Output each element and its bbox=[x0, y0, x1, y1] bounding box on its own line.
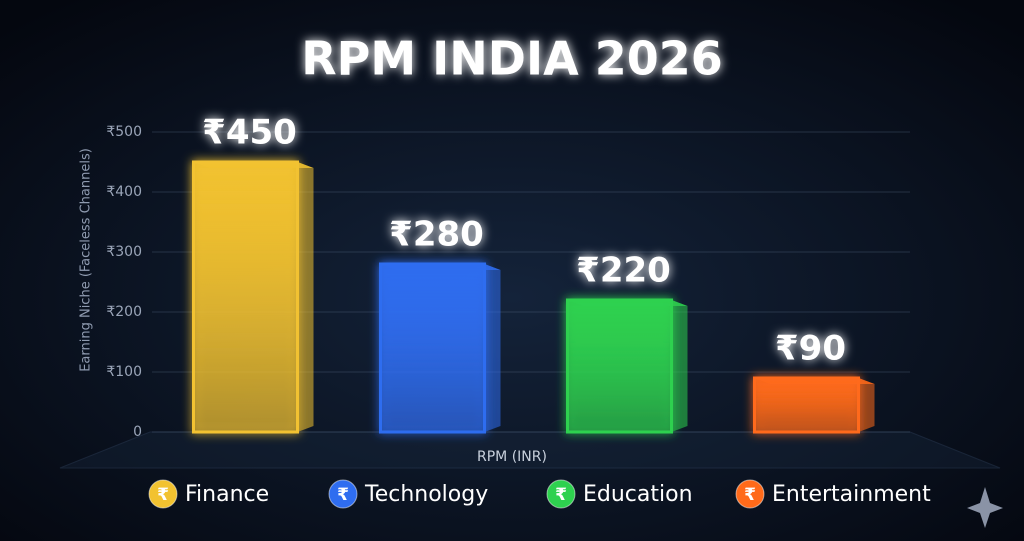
bar-side bbox=[484, 264, 501, 432]
value-label: ₹90 bbox=[775, 329, 846, 369]
bar-side bbox=[671, 300, 688, 432]
sparkle bbox=[967, 487, 1003, 528]
legend-label: Education bbox=[583, 482, 693, 507]
value-label: ₹280 bbox=[389, 215, 484, 255]
legend-label: Finance bbox=[185, 482, 269, 507]
bar-side bbox=[297, 162, 314, 432]
legend-icon bbox=[148, 479, 178, 509]
bar bbox=[566, 298, 673, 434]
y-tick-label: ₹400 bbox=[106, 184, 142, 200]
x-axis-label: RPM (INR) bbox=[477, 449, 547, 465]
chart-title: RPM INDIA 2026 bbox=[301, 32, 722, 86]
legend-symbol: ₹ bbox=[337, 485, 349, 505]
bar bbox=[753, 376, 860, 434]
bar-side bbox=[858, 378, 875, 432]
y-tick-label: ₹500 bbox=[106, 124, 142, 140]
bar bbox=[192, 160, 299, 434]
legend-label: Technology bbox=[364, 482, 488, 507]
value-label: ₹450 bbox=[202, 113, 297, 153]
y-tick-label: ₹300 bbox=[106, 244, 142, 260]
legend-symbol: ₹ bbox=[555, 485, 567, 505]
y-tick-label: ₹100 bbox=[106, 364, 142, 380]
legend-icon bbox=[735, 479, 765, 509]
value-label: ₹220 bbox=[576, 251, 671, 291]
legend-icon bbox=[546, 479, 576, 509]
bar bbox=[379, 262, 486, 434]
legend-symbol: ₹ bbox=[744, 485, 756, 505]
y-tick-label: 0 bbox=[133, 424, 142, 440]
legend-label: Entertainment bbox=[772, 482, 931, 507]
legend-icon bbox=[328, 479, 358, 509]
y-axis-label: Earning Niche (Faceless Channels) bbox=[79, 148, 94, 372]
legend-symbol: ₹ bbox=[157, 485, 169, 505]
y-tick-label: ₹200 bbox=[106, 304, 142, 320]
